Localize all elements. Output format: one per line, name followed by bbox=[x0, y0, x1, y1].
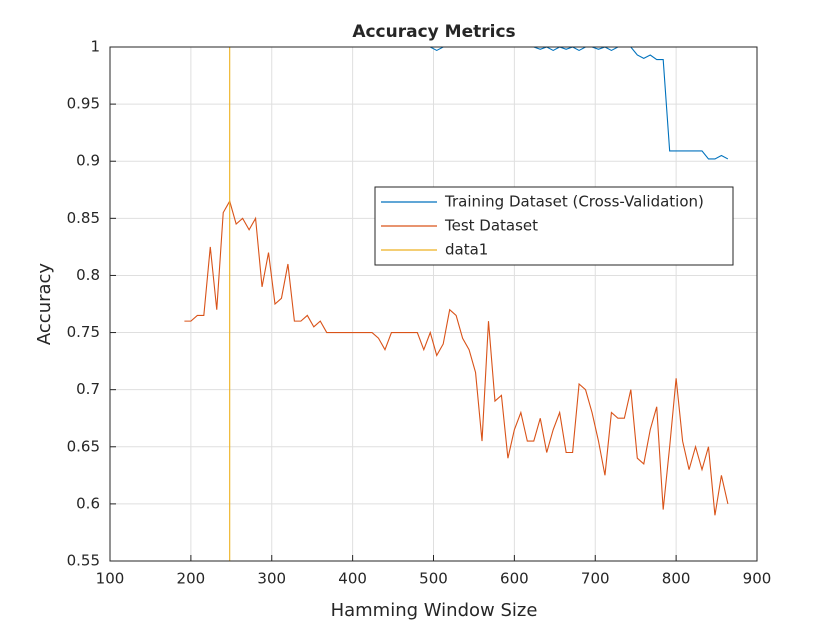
x-tick-label: 100 bbox=[96, 570, 125, 588]
y-tick-label: 0.95 bbox=[67, 95, 100, 113]
y-tick-label: 0.8 bbox=[76, 266, 100, 284]
x-tick-label: 700 bbox=[581, 570, 610, 588]
x-axis-label: Hamming Window Size bbox=[331, 600, 538, 621]
chart-title: Accuracy Metrics bbox=[352, 22, 515, 42]
x-tick-label: 800 bbox=[662, 570, 691, 588]
y-axis-label: Accuracy bbox=[34, 263, 55, 346]
x-tick-label: 300 bbox=[257, 570, 286, 588]
axes-box bbox=[109, 46, 758, 562]
legend-label: data1 bbox=[445, 241, 488, 259]
legend: Training Dataset (Cross-Validation) Test … bbox=[374, 186, 734, 266]
x-tick-label: 400 bbox=[338, 570, 367, 588]
legend-label: Test Dataset bbox=[444, 217, 538, 235]
y-tick-label: 0.75 bbox=[67, 323, 100, 341]
x-tick-label: 200 bbox=[177, 570, 206, 588]
y-tick-label: 0.55 bbox=[67, 552, 100, 570]
y-tick-label: 0.9 bbox=[76, 152, 100, 170]
y-tick-label: 0.6 bbox=[76, 494, 100, 512]
y-tick-label: 0.7 bbox=[76, 380, 100, 398]
y-tick-label: 1 bbox=[90, 38, 100, 56]
legend-label: Training Dataset (Cross-Validation) bbox=[444, 193, 704, 211]
x-tick-label: 500 bbox=[419, 570, 448, 588]
y-tick-label: 0.85 bbox=[67, 209, 100, 227]
y-tick-label: 0.65 bbox=[67, 437, 100, 455]
data-line bbox=[184, 199, 729, 516]
x-tick-label: 900 bbox=[743, 570, 772, 588]
x-tick-label: 600 bbox=[500, 570, 529, 588]
